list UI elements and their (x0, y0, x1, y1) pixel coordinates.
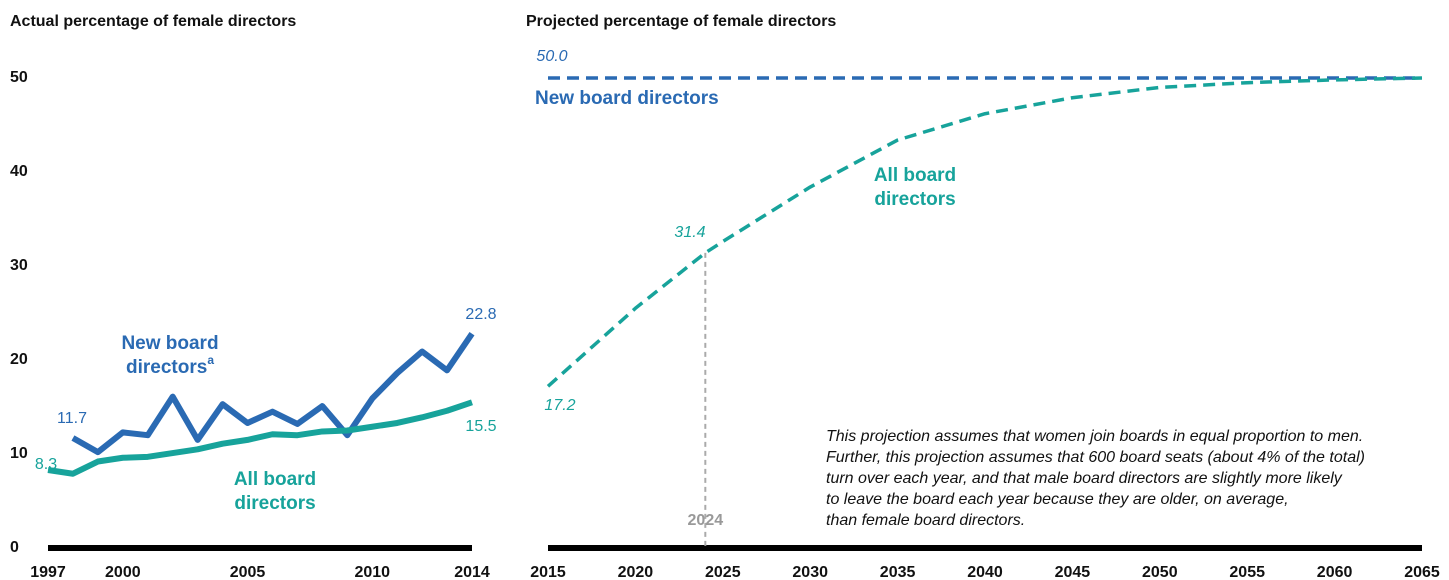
x-tick-label: 2015 (530, 564, 566, 580)
data-label: 15.5 (465, 418, 496, 435)
series-line (47, 399, 473, 477)
series-label: directors (234, 493, 315, 514)
x-tick-label: 2055 (1229, 564, 1265, 580)
note: to leave the board each year because the… (826, 491, 1289, 508)
y-tick-label: 40 (10, 163, 28, 180)
series-label-text: directors (126, 357, 207, 378)
x-tick-label: 2005 (230, 564, 266, 580)
x-tick-label: 2010 (354, 564, 390, 580)
x-tick-label: 2030 (792, 564, 828, 580)
x-tick-label: 2014 (454, 564, 490, 580)
reference-label: 2024 (688, 512, 724, 529)
series-label: directorsa (126, 353, 214, 378)
note: Further, this projection assumes that 60… (826, 449, 1365, 466)
series-line (546, 76, 1423, 388)
y-tick-label: 0 (10, 539, 19, 556)
chart-title: Actual percentage of female directors (10, 13, 296, 30)
y-tick-label: 20 (10, 351, 28, 368)
data-label: 17.2 (544, 397, 575, 414)
y-tick-label: 50 (10, 69, 28, 86)
series-label: All board (234, 469, 316, 490)
series-label-text: New board (121, 333, 218, 354)
series-label-text: All board (234, 469, 316, 490)
data-label: 31.4 (674, 224, 705, 241)
series-line (71, 331, 475, 456)
x-tick-label: 2020 (618, 564, 654, 580)
x-tick-label: 2025 (705, 564, 741, 580)
x-tick-label: 2035 (880, 564, 916, 580)
y-tick-label: 10 (10, 445, 28, 462)
note: than female board directors. (826, 512, 1025, 529)
x-tick-label: 2050 (1142, 564, 1178, 580)
note: turn over each year, and that male board… (826, 470, 1343, 487)
series-label: New board (121, 333, 218, 354)
chart-title: Projected percentage of female directors (526, 13, 836, 30)
x-tick-label: 2000 (105, 564, 141, 580)
footnote-mark: a (207, 353, 214, 367)
data-label: 8.3 (35, 456, 57, 473)
series-label-text: All board (874, 165, 956, 186)
series-label-text: New board directors (535, 88, 719, 109)
data-label: 50.0 (536, 48, 567, 65)
x-tick-label: 2065 (1404, 564, 1440, 580)
x-tick-label: 2040 (967, 564, 1003, 580)
series-label-text: directors (234, 493, 315, 514)
series-label: directors (874, 189, 955, 210)
series-label: New board directors (535, 88, 719, 109)
series-label: All board (874, 165, 956, 186)
data-label: 22.8 (465, 306, 496, 323)
y-tick-label: 30 (10, 257, 28, 274)
data-label: 11.7 (57, 410, 87, 427)
x-tick-label: 2060 (1317, 564, 1353, 580)
x-tick-label: 1997 (30, 564, 66, 580)
series-label-text: directors (874, 189, 955, 210)
x-tick-label: 2045 (1055, 564, 1091, 580)
note: This projection assumes that women join … (826, 428, 1363, 445)
